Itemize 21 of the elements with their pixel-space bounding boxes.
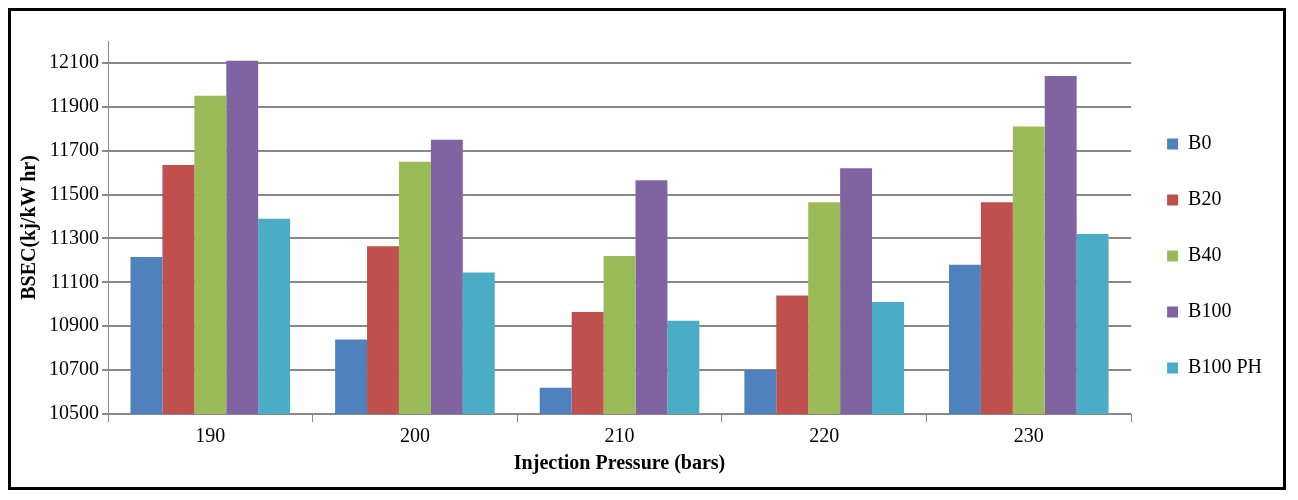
x-tick-label: 190 xyxy=(195,424,226,447)
y-tick-label: 11700 xyxy=(49,137,99,160)
y-tick-label: 12100 xyxy=(49,50,99,73)
x-axis-title: Injection Pressure (bars) xyxy=(513,451,726,475)
legend-label: B100 PH xyxy=(1188,355,1262,378)
y-tick-label: 10900 xyxy=(49,313,99,336)
y-tick-label: 11500 xyxy=(49,181,99,204)
x-tick-label: 220 xyxy=(809,424,840,447)
y-tick-label: 10500 xyxy=(49,401,99,424)
x-tick-label: 230 xyxy=(1013,424,1044,447)
y-tick-label: 11900 xyxy=(49,94,99,117)
y-tick-label: 11100 xyxy=(50,269,99,292)
y-tick-label: 10700 xyxy=(49,357,99,380)
legend-label: B20 xyxy=(1188,187,1222,210)
legend-label: B40 xyxy=(1188,243,1222,266)
x-tick-label: 200 xyxy=(399,424,430,447)
legend-label: B100 xyxy=(1188,299,1232,322)
y-axis-title: BSEC(kj/kW hr) xyxy=(17,155,41,300)
legend-label: B0 xyxy=(1188,131,1212,154)
x-tick-label: 210 xyxy=(604,424,635,447)
y-tick-label: 11300 xyxy=(49,225,99,248)
